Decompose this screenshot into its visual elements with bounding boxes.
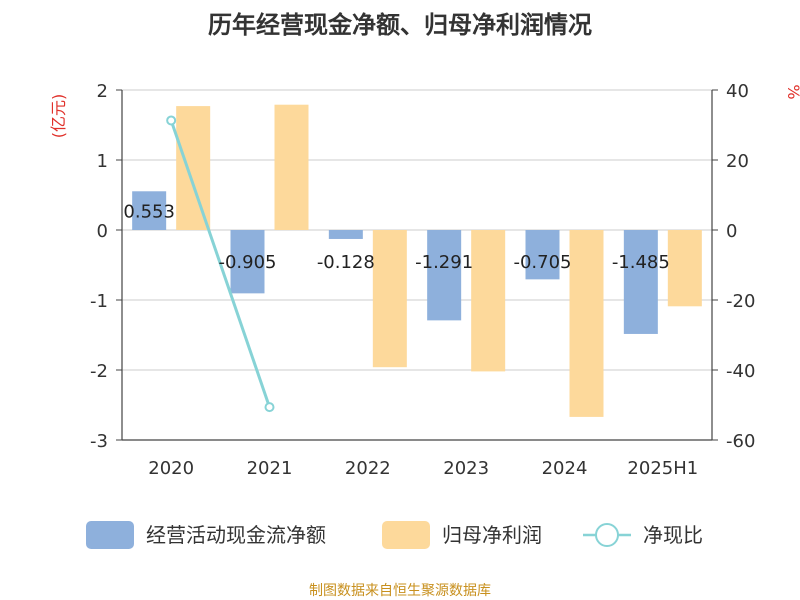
data-label-2020: 0.553	[123, 201, 175, 222]
axes	[116, 89, 718, 441]
bar-profit-2020	[176, 106, 211, 230]
x-tick-label-2020: 2020	[148, 458, 194, 479]
left-axis-unit: (亿元)	[49, 94, 68, 139]
legend-label: 经营活动现金流净额	[146, 523, 326, 547]
legend-item-2[interactable]: 净现比	[583, 523, 703, 547]
right-tick-label: 40	[726, 81, 749, 102]
x-tick-label-2025H1: 2025H1	[627, 458, 698, 479]
bar-cashflow-2023	[427, 230, 462, 321]
bar-cashflow-2022	[328, 230, 363, 239]
bar-cashflow-2020	[132, 191, 167, 230]
left-tick-label: -2	[90, 361, 108, 382]
grid-lines	[122, 89, 712, 371]
x-tick-label-2021: 2021	[247, 458, 293, 479]
legend-marker	[595, 523, 619, 547]
right-tick-label: 0	[726, 221, 737, 242]
bar-cashflow-2021	[230, 230, 265, 294]
right-tick-label: -60	[726, 431, 755, 452]
ratio-line	[166, 115, 275, 413]
data-label-2021: -0.905	[218, 252, 276, 273]
legend-item-0[interactable]: 经营活动现金流净额	[86, 521, 326, 549]
left-tick-label: -3	[90, 431, 108, 452]
bar-cashflow-2024	[525, 230, 560, 280]
left-tick-label: 0	[97, 221, 108, 242]
x-tick-label-2023: 2023	[443, 458, 489, 479]
data-label-2025H1: -1.485	[612, 252, 670, 273]
ratio-point-2021	[264, 402, 275, 413]
x-tick-label-2024: 2024	[542, 458, 588, 479]
data-label-2024: -0.705	[513, 252, 571, 273]
legend[interactable]: 经营活动现金流净额 归母净利润 净现比	[86, 521, 703, 549]
tick-labels: 2 1 0 -1 -2 -3 40 20 0 -20 -40 -60 2020 2021 2022 2023 2…	[90, 81, 755, 479]
right-tick-label: -20	[726, 291, 755, 312]
left-tick-label: -1	[90, 291, 108, 312]
right-tick-label: -40	[726, 361, 755, 382]
ratio-line-path	[169, 119, 271, 408]
right-axis-unit: %	[784, 84, 800, 99]
bar-profit-2021	[274, 104, 309, 230]
legend-item-1[interactable]: 归母净利润	[382, 521, 542, 549]
bars	[132, 104, 702, 417]
bar-cashflow-2025H1	[623, 230, 658, 334]
bar-profit-2023	[471, 230, 506, 372]
left-tick-label: 2	[97, 81, 108, 102]
ratio-point-2020	[166, 115, 177, 126]
bar-profit-2025H1	[667, 230, 702, 307]
x-tick-label-2022: 2022	[345, 458, 391, 479]
data-label-2023: -1.291	[415, 252, 473, 273]
bar-profit-2024	[569, 230, 604, 417]
legend-label: 净现比	[643, 523, 703, 547]
chart-title: 历年经营现金净额、归母净利润情况	[208, 11, 592, 39]
legend-label: 归母净利润	[442, 523, 542, 547]
right-tick-label: 20	[726, 151, 749, 172]
legend-swatch	[382, 521, 430, 549]
data-label-2022: -0.128	[317, 252, 375, 273]
legend-swatch	[86, 521, 134, 549]
bar-profit-2022	[372, 230, 407, 368]
left-tick-label: 1	[97, 151, 108, 172]
source-note: 制图数据来自恒生聚源数据库	[309, 583, 491, 599]
data-labels: 0.553 -0.905 -0.128 -1.291 -0.705 -1.485	[123, 201, 669, 273]
